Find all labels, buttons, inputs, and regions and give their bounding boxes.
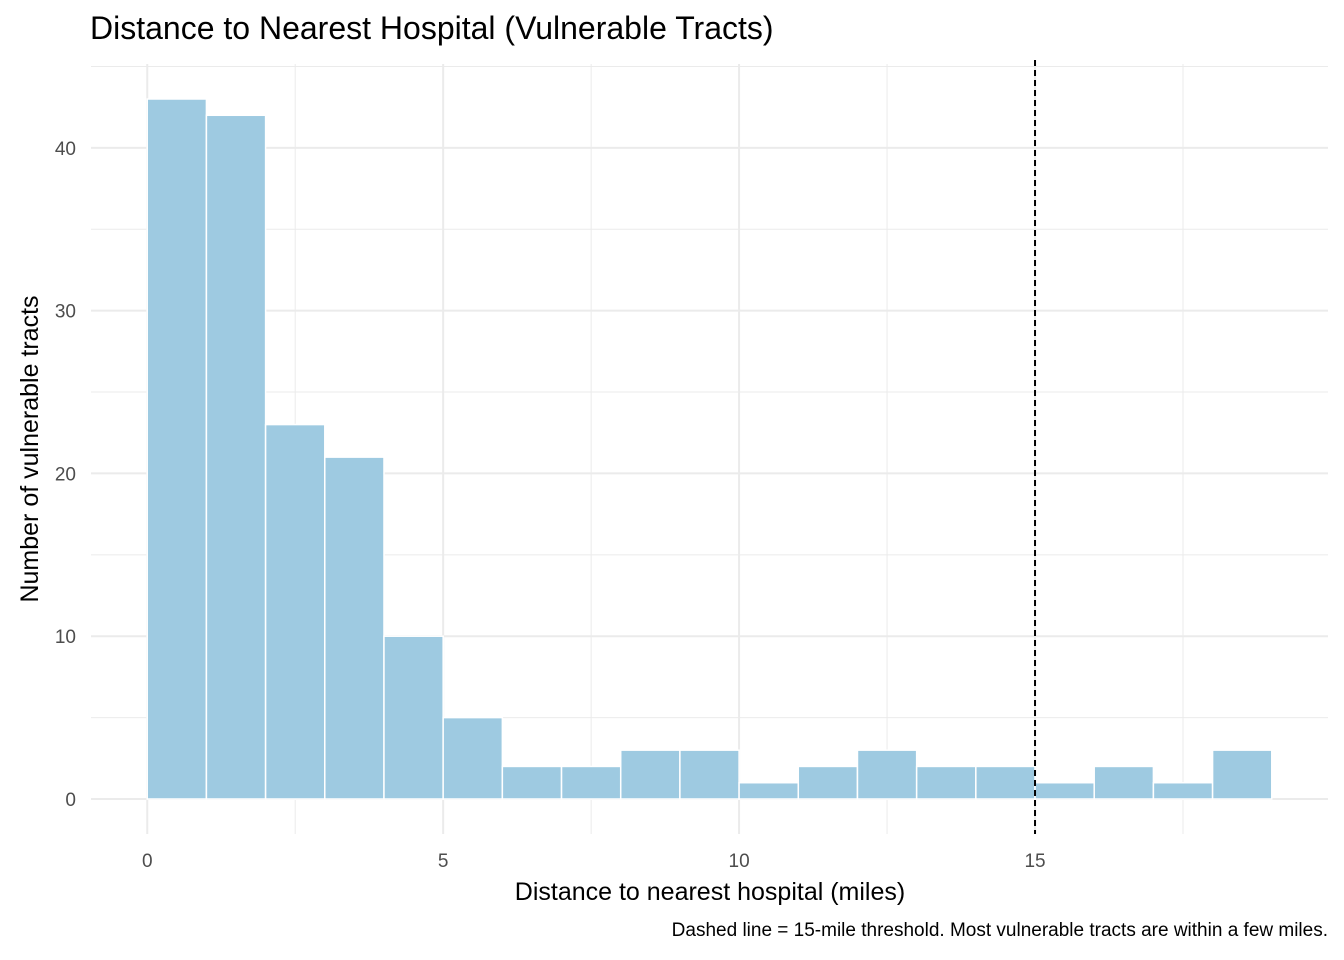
- x-tick-label: 15: [1024, 851, 1045, 872]
- y-tick-label: 20: [55, 464, 76, 485]
- histogram-bar: [264, 423, 326, 800]
- histogram-bar: [205, 114, 267, 800]
- x-tick-label: 0: [142, 851, 153, 872]
- histogram-bar: [975, 765, 1036, 800]
- histogram-bar: [146, 98, 208, 800]
- y-tick-label: 40: [55, 139, 76, 160]
- histogram-bar: [383, 635, 444, 800]
- y-tick-label: 0: [65, 790, 76, 811]
- histogram-bar: [915, 765, 977, 800]
- histogram-bar: [560, 765, 622, 800]
- chart-caption: Dashed line = 15-mile threshold. Most vu…: [671, 920, 1328, 941]
- histogram-bar: [738, 781, 800, 800]
- y-tick-label: 30: [55, 302, 76, 323]
- x-tick-label: 5: [438, 851, 449, 872]
- histogram-bar: [1211, 749, 1273, 800]
- x-axis-title: Distance to nearest hospital (miles): [515, 878, 905, 906]
- x-tick-label: 10: [729, 851, 750, 872]
- histogram-bar: [856, 749, 918, 800]
- histogram-bar: [1093, 765, 1155, 800]
- y-axis-title: Number of vulnerable tracts: [16, 295, 44, 602]
- histogram-bar: [1152, 781, 1214, 800]
- chart-title: Distance to Nearest Hospital (Vulnerable…: [90, 10, 774, 46]
- y-tick-label: 10: [55, 627, 76, 648]
- histogram-bar: [501, 765, 563, 800]
- histogram-bar: [619, 749, 681, 800]
- histogram-bar: [797, 765, 859, 800]
- histogram-bar: [679, 749, 740, 800]
- axis-layer: 0 10 20 30 40 0 5 10 15: [55, 139, 1046, 872]
- histogram-bar: [1034, 781, 1095, 800]
- histogram-bar: [324, 456, 385, 800]
- histogram-bar: [442, 716, 504, 800]
- bars-layer: [146, 98, 1273, 800]
